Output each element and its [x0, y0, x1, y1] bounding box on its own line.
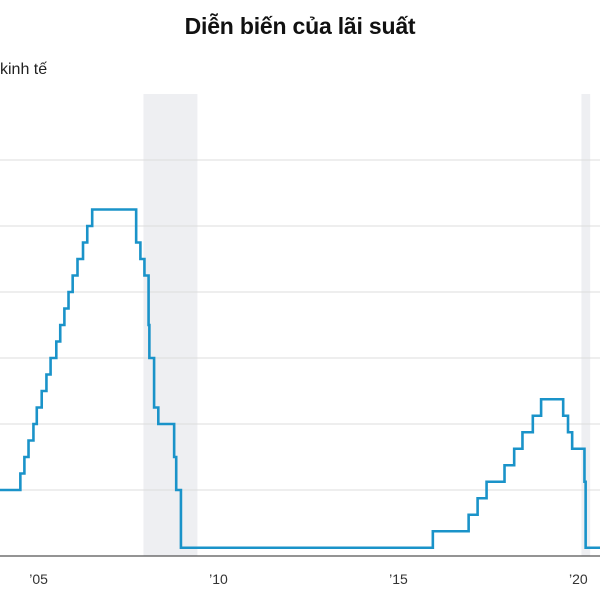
shaded-period-label: kinh tế — [0, 61, 48, 78]
x-tick-label: ’20 — [569, 571, 588, 587]
x-tick-label: ’15 — [389, 571, 408, 587]
recession-shading-group — [143, 94, 591, 556]
gridlines-group — [0, 159, 600, 491]
x-tick-label: ’10 — [209, 571, 228, 587]
series-line — [0, 208, 600, 550]
recession-shade — [143, 94, 198, 556]
x-tick-label: ’05 — [29, 571, 48, 587]
series-group — [0, 208, 600, 550]
x-tick-labels: ’05 ’10 ’15 ’20 — [29, 571, 588, 587]
chart-title: Diễn biến của lãi suất — [184, 13, 416, 39]
recession-shade — [581, 94, 591, 556]
